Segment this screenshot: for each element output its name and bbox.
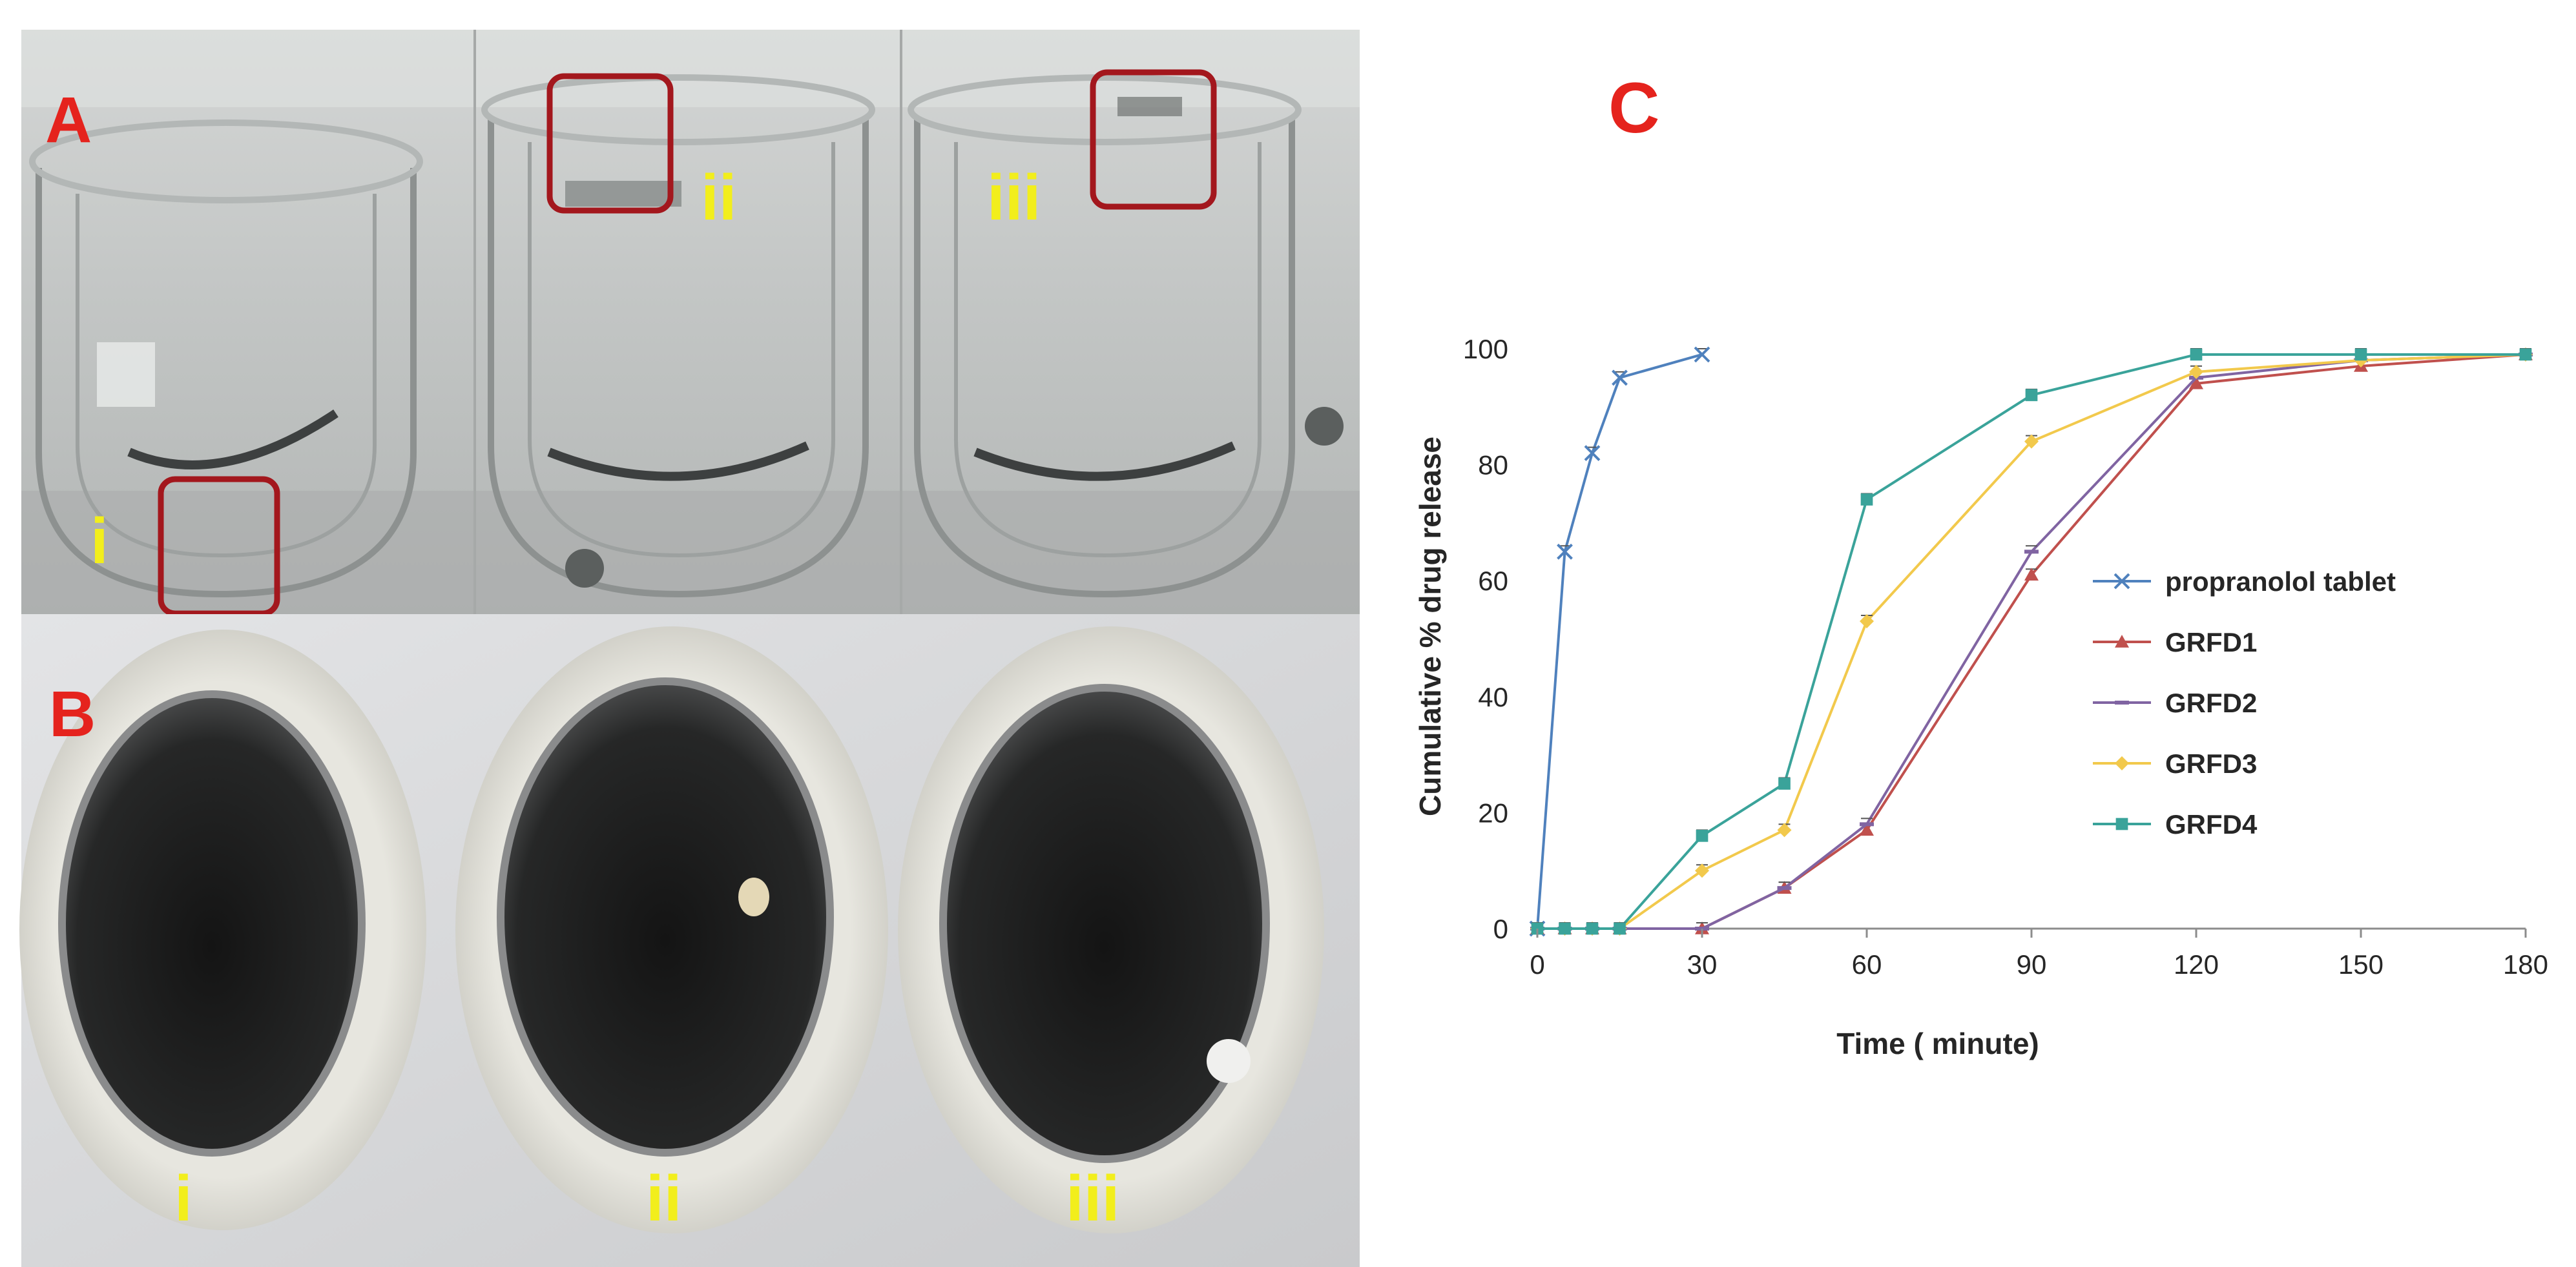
vessel-label-a-iii: iii xyxy=(987,161,1041,234)
data-point xyxy=(1557,543,1573,560)
data-point xyxy=(2519,348,2532,361)
panel-label-b: B xyxy=(49,678,96,750)
vessel-label-a-ii: ii xyxy=(701,161,737,234)
data-point xyxy=(1584,445,1601,462)
panel-a-photo xyxy=(21,30,1360,617)
highlight-box-a-iii xyxy=(1090,69,1217,210)
data-point xyxy=(2189,364,2203,379)
legend-label: GRFD4 xyxy=(2165,809,2258,840)
chart-series xyxy=(1529,346,2533,937)
chart-ticks: 0 30 60 90 120 150 180 0 20 40 60 80 100 xyxy=(1463,334,2548,980)
legend-label: propranolol tablet xyxy=(2165,566,2396,597)
data-point xyxy=(2190,348,2203,361)
vessel-label-b-iii: iii xyxy=(1066,1162,1119,1235)
x-tick-label: 0 xyxy=(1530,949,1544,980)
data-point xyxy=(1694,346,1710,363)
legend-label: GRFD1 xyxy=(2165,627,2257,657)
vessel-label-b-ii: ii xyxy=(646,1162,682,1235)
series-line-propranolol-tablet xyxy=(1536,353,1703,929)
vessel-label-b-i: i xyxy=(174,1162,192,1235)
panel-b-photo xyxy=(19,614,1360,1267)
data-point xyxy=(1777,823,1792,838)
legend-marker xyxy=(2115,635,2129,648)
x-tick-label: 60 xyxy=(1852,949,1882,980)
y-tick-label: 0 xyxy=(1493,914,1508,944)
data-point xyxy=(1696,829,1709,842)
data-point xyxy=(2024,550,2039,554)
legend-marker xyxy=(2114,573,2130,590)
x-tick-label: 150 xyxy=(2338,949,2384,980)
vessel-b-iii xyxy=(898,626,1324,1233)
vessel-a-i xyxy=(29,119,423,598)
data-point xyxy=(2024,434,2039,449)
data-point xyxy=(2189,376,2203,389)
data-point xyxy=(1860,823,1874,836)
chart-legend: propranolol tablet GRFD1 GRFD2 GRFD3 GRFD4 xyxy=(2093,566,2396,840)
panel-label-a: A xyxy=(45,84,92,156)
data-point xyxy=(1860,614,1874,629)
vessel-b-ii xyxy=(455,626,888,1233)
data-point xyxy=(1614,922,1626,935)
legend-label: GRFD3 xyxy=(2165,748,2257,779)
vessel-b-i xyxy=(19,630,426,1230)
legend-label: GRFD2 xyxy=(2165,688,2257,718)
legend-marker xyxy=(2115,701,2129,705)
data-point xyxy=(1860,822,1874,827)
x-tick-label: 30 xyxy=(1687,949,1718,980)
data-point xyxy=(2354,348,2367,361)
data-point xyxy=(1777,886,1792,891)
legend-marker xyxy=(2115,818,2128,830)
vessel-a-iii xyxy=(908,74,1302,598)
y-axis-label: Cumulative % drug release xyxy=(1413,437,1447,816)
x-tick-label: 180 xyxy=(2503,949,2548,980)
data-point xyxy=(1778,778,1791,790)
x-axis-label: Time ( minute) xyxy=(1836,1027,2039,1060)
data-point xyxy=(2025,389,2038,402)
data-point xyxy=(1559,922,1571,935)
vessel-label-a-i: i xyxy=(90,505,109,577)
y-tick-label: 80 xyxy=(1478,450,1508,480)
highlight-box-a-ii xyxy=(546,73,674,214)
y-tick-label: 20 xyxy=(1478,798,1508,828)
data-point xyxy=(1860,493,1873,506)
y-tick-label: 60 xyxy=(1478,566,1508,596)
y-tick-label: 40 xyxy=(1478,682,1508,712)
data-point xyxy=(1612,369,1628,386)
vessel-a-ii xyxy=(481,74,875,598)
legend-marker xyxy=(2115,756,2129,770)
data-point xyxy=(1586,922,1599,935)
x-tick-label: 90 xyxy=(2017,949,2047,980)
highlight-box-a-i xyxy=(158,476,280,617)
panel-label-c: C xyxy=(1608,68,1659,148)
data-point xyxy=(2024,568,2039,581)
x-tick-label: 120 xyxy=(2174,949,2219,980)
y-tick-label: 100 xyxy=(1463,334,1508,364)
data-point xyxy=(1695,863,1709,878)
